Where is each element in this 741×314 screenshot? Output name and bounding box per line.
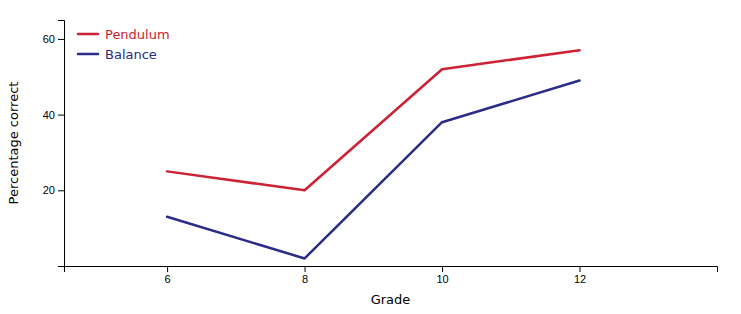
legend-label: Balance [105, 47, 157, 62]
legend-swatch [78, 53, 98, 56]
legend-label: Pendulum [105, 27, 170, 42]
y-axis: 20 40 60 [43, 21, 65, 267]
y-tick: 20 [43, 184, 64, 196]
x-tick-mark [305, 266, 306, 272]
series-line [167, 50, 579, 190]
y-axis-line [58, 21, 65, 267]
chart: 6 8 10 12 20 40 60 Grade Percentage correct Pendu… [0, 0, 741, 314]
legend: Pendulum Balance [78, 27, 170, 62]
series-line [167, 81, 579, 259]
x-tick: 8 [302, 266, 308, 285]
legend-entry: Balance [78, 47, 157, 62]
x-tick-label: 10 [436, 273, 448, 285]
plot: 6 8 10 12 20 40 60 [43, 21, 718, 285]
legend-swatch [78, 33, 98, 36]
x-tick-label: 8 [302, 273, 308, 285]
y-tick: 40 [43, 109, 64, 121]
y-tick-label: 20 [43, 184, 55, 196]
y-tick-mark [58, 115, 64, 116]
x-axis-line [65, 267, 718, 273]
x-axis-title: Grade [371, 292, 411, 307]
y-tick-label: 60 [43, 33, 55, 45]
x-tick-label: 12 [574, 273, 586, 285]
y-tick-label: 40 [43, 109, 55, 121]
x-tick-mark [442, 266, 443, 272]
x-axis: 6 8 10 12 [65, 266, 718, 285]
x-tick-label: 6 [165, 273, 171, 285]
x-tick-mark [167, 266, 168, 272]
x-tick: 10 [436, 266, 448, 285]
y-tick: 60 [43, 33, 64, 45]
lines [167, 50, 579, 258]
y-axis-title: Percentage correct [6, 82, 21, 205]
legend-entry: Pendulum [78, 27, 170, 42]
y-tick-mark [58, 39, 64, 40]
y-tick-mark [58, 190, 64, 191]
x-tick: 12 [574, 266, 586, 285]
x-tick-mark [580, 266, 581, 272]
x-tick: 6 [165, 266, 171, 285]
